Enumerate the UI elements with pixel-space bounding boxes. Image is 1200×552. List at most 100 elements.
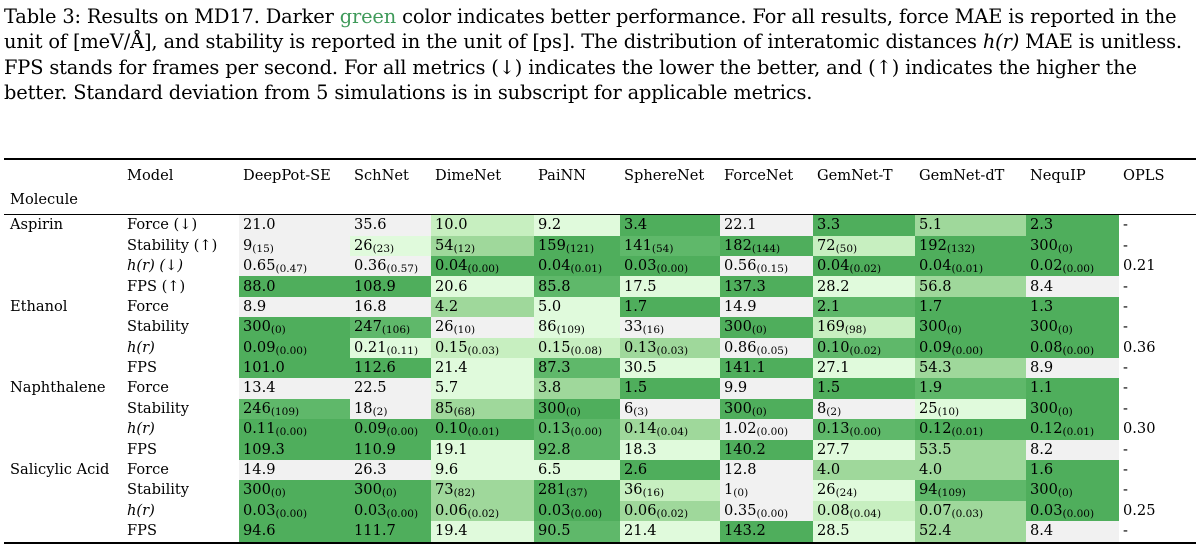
- value-cell: 27.7: [813, 439, 915, 460]
- cell-std: (98): [844, 324, 867, 337]
- cell-value: 0.56: [724, 257, 757, 275]
- value-cell: 2.1: [813, 296, 915, 318]
- cell-value: 0.36: [354, 257, 387, 275]
- value-cell: 5.0: [534, 296, 620, 318]
- cell-value: 246: [243, 399, 271, 417]
- value-cell: 3.4: [620, 214, 720, 236]
- value-cell: 22.5: [350, 378, 431, 399]
- value-cell: 300(0): [350, 480, 431, 501]
- cell-value: 21.4: [435, 359, 468, 377]
- cell-std: (0.00): [386, 426, 419, 439]
- cell-std: (68): [453, 405, 476, 418]
- cell-std: (0.00): [570, 507, 603, 520]
- value-cell: 0.21: [1119, 256, 1196, 276]
- value-cell: 110.9: [350, 439, 431, 460]
- value-cell: 0.12(0.01): [1026, 419, 1119, 440]
- model-header-schnet: SchNet: [354, 167, 409, 184]
- metric-cell: FPS: [127, 522, 157, 540]
- cell-std: (0): [751, 405, 767, 418]
- cell-value: 9.9: [724, 379, 748, 397]
- cell-std: (0.02): [656, 507, 689, 520]
- cell-value: 2.3: [1030, 216, 1054, 234]
- cell-value: 1.7: [919, 297, 943, 315]
- cell-value: 0.03: [1030, 501, 1063, 519]
- value-cell: 0.13(0.00): [813, 419, 915, 440]
- cell-std: (0.00): [1062, 507, 1095, 520]
- value-cell: 159(121): [534, 235, 620, 257]
- value-cell: -: [1119, 297, 1196, 317]
- value-cell: 6(3): [620, 398, 720, 420]
- value-cell: 0.04(0.01): [915, 256, 1026, 277]
- value-cell: 21.0: [239, 214, 350, 236]
- value-cell: 182(144): [720, 235, 813, 257]
- metric-cell: h(r): [127, 501, 239, 521]
- cell-std: (0.00): [275, 507, 308, 520]
- table-row: Aspirin Force (↓) 21.0 35.6 10.0 9.2 3.4 22.1 3.…: [4, 214, 1196, 236]
- model-header-dimenet: DimeNet: [435, 167, 502, 184]
- cell-std: (23): [372, 242, 395, 255]
- cell-value: 0.02: [1030, 257, 1063, 275]
- value-cell: 8.4: [1026, 521, 1119, 543]
- value-cell: 36(16): [620, 480, 720, 501]
- cell-value: 109.3: [243, 440, 285, 458]
- cell-value: -: [1123, 359, 1128, 377]
- value-cell: 1.1: [1026, 378, 1119, 399]
- value-cell: 112.6: [350, 358, 431, 379]
- cell-value: 94.6: [243, 522, 276, 540]
- value-cell: 0.04(0.02): [813, 256, 915, 277]
- value-cell: 73(82): [431, 480, 534, 501]
- table-row: FPS 94.6 111.7 19.4 90.5 21.4 143.2 28.5 52.4 8.4…: [4, 521, 1196, 543]
- cell-value: 16.8: [354, 297, 387, 315]
- cell-value: 0.15: [538, 338, 571, 356]
- table-caption: Table 3: Results on MD17. Darker green c…: [4, 4, 1196, 105]
- molecule-cell: [4, 358, 127, 378]
- value-cell: 22.1: [720, 214, 813, 236]
- cell-value: 0.04: [538, 257, 571, 275]
- cell-value: 300: [724, 318, 752, 336]
- cell-value: 0.14: [624, 420, 657, 438]
- value-cell: -: [1119, 399, 1196, 419]
- metric-cell: Stability (↑): [127, 236, 218, 254]
- cell-value: 3.3: [817, 216, 841, 234]
- cell-std: (3): [633, 405, 649, 418]
- cell-std: (0.01): [467, 426, 500, 439]
- value-cell: 0.09(0.00): [915, 337, 1026, 359]
- cell-value: 0.25: [1123, 501, 1156, 519]
- value-cell: -: [1119, 215, 1196, 236]
- value-cell: 0.30: [1119, 419, 1196, 439]
- cell-std: (0.04): [656, 426, 689, 439]
- value-cell: 0.03(0.00): [239, 500, 350, 522]
- cell-value: 1.3: [1030, 297, 1054, 315]
- value-cell: 3.8: [534, 378, 620, 399]
- value-cell: -: [1119, 521, 1196, 542]
- value-cell: 4.2: [431, 296, 534, 318]
- value-cell: 0.86(0.05): [720, 337, 813, 359]
- cell-value: 9.6: [435, 461, 459, 479]
- cell-std: (109): [556, 324, 585, 337]
- model-header-gemnet-t: GemNet-T: [817, 167, 893, 184]
- cell-value: 2.1: [817, 297, 841, 315]
- cell-value: 25: [919, 399, 938, 417]
- cell-value: 0.30: [1123, 420, 1156, 438]
- value-cell: 94(109): [915, 480, 1026, 501]
- value-cell: 20.6: [431, 276, 534, 297]
- cell-std: (132): [946, 242, 976, 255]
- cell-value: 9: [243, 236, 253, 254]
- cell-value: 0.13: [538, 420, 571, 438]
- value-cell: 4.0: [915, 459, 1026, 481]
- value-cell: 0.14(0.04): [620, 419, 720, 440]
- cell-value: 26: [817, 481, 836, 499]
- cell-std: (109): [937, 487, 966, 500]
- cell-value: 0.06: [435, 501, 468, 519]
- cell-std: (0): [1057, 405, 1073, 418]
- cell-value: 85: [435, 399, 454, 417]
- cell-std: (0.00): [275, 344, 308, 357]
- caption-hr-symbol: h(r): [982, 30, 1020, 54]
- cell-value: 54: [435, 236, 454, 254]
- cell-value: 111.7: [354, 522, 396, 540]
- cell-value: 1.5: [817, 379, 841, 397]
- value-cell: 281(37): [534, 480, 620, 501]
- value-cell: 9(15): [239, 235, 350, 257]
- value-cell: 26(10): [431, 317, 534, 338]
- table-row: Ethanol Force 8.9 16.8 4.2 5.0 1.7 14.9 2.1 1.7 1.…: [4, 296, 1196, 318]
